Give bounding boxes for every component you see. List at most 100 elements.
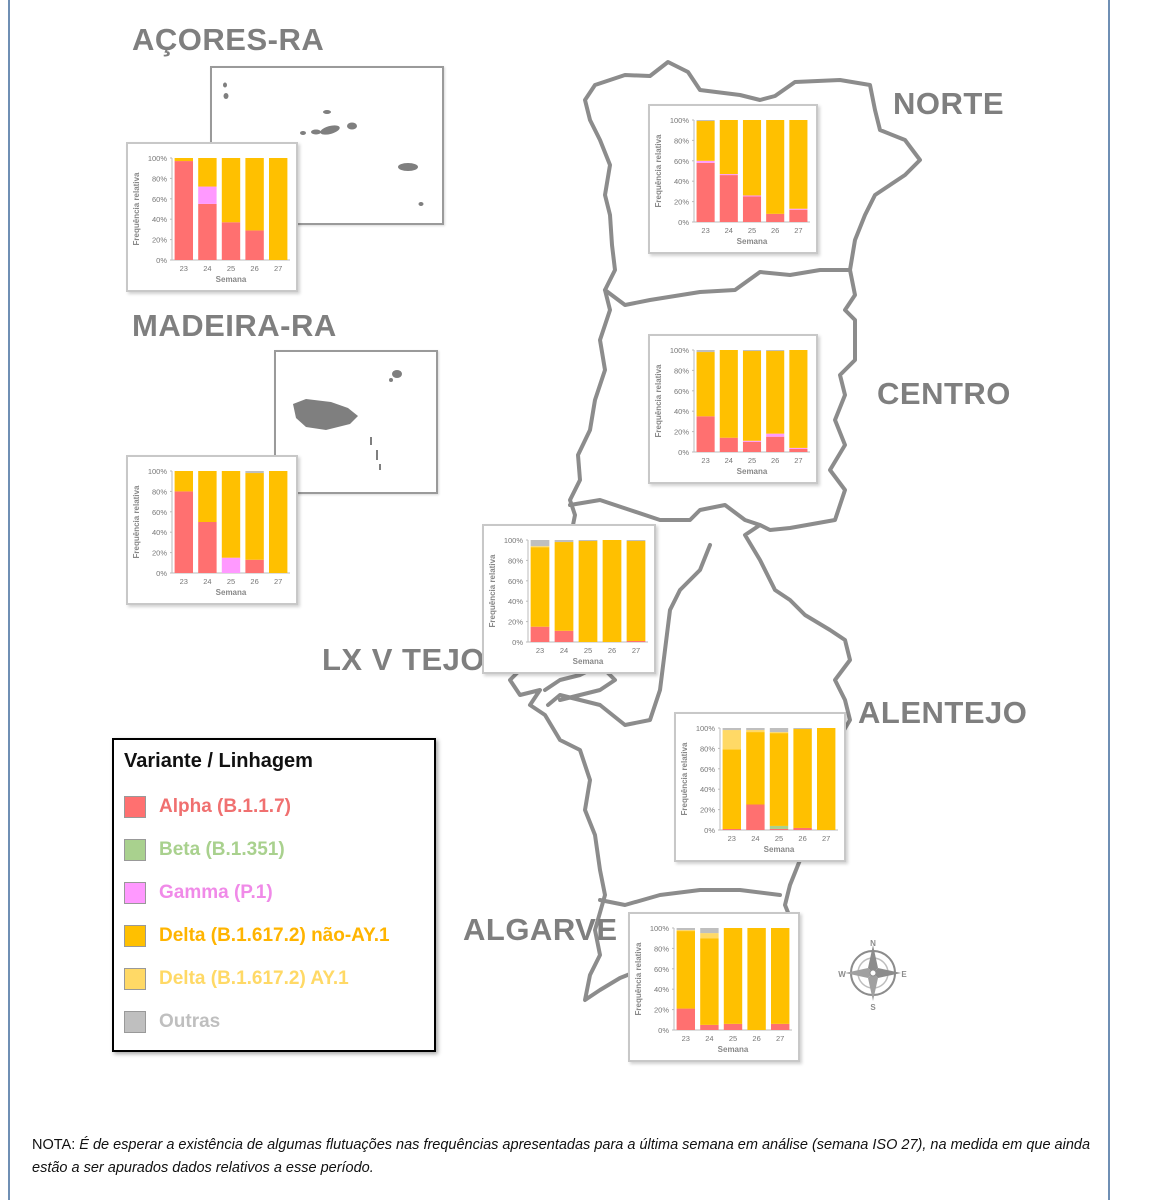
legend-swatch-beta xyxy=(124,839,146,861)
bar-segment-outras xyxy=(766,350,785,352)
bar-segment-delta xyxy=(769,733,789,826)
x-tick-label: 27 xyxy=(822,834,830,843)
y-tick-label: 20% xyxy=(508,618,523,627)
y-axis-label: Frequência relativa xyxy=(654,364,663,437)
bar-segment-alpha xyxy=(198,522,217,573)
bar-segment-delta xyxy=(723,928,743,1024)
chart-lvt: Frequência relativa 0% 20% 40% 60% 80% 100% 23 2… xyxy=(482,524,656,674)
x-tick-label: 23 xyxy=(180,264,188,273)
y-tick-label: 100% xyxy=(650,924,670,933)
x-tick-label: 25 xyxy=(227,264,235,273)
bar-segment-ay1 xyxy=(722,730,742,750)
y-tick-label: 60% xyxy=(152,195,167,204)
chart-algarve: Frequência relativa 0% 20% 40% 60% 80% 100% 23 2… xyxy=(628,912,800,1062)
bar-segment-alpha xyxy=(789,448,808,452)
y-axis-label: Frequência relativa xyxy=(132,172,141,245)
y-tick-label: 100% xyxy=(670,346,690,355)
bar-segment-delta xyxy=(245,473,264,560)
y-axis-label: Frequência relativa xyxy=(488,554,497,627)
bar-segment-outras xyxy=(554,540,574,543)
bar-segment-alpha xyxy=(626,640,646,642)
legend-swatch-ay1 xyxy=(124,968,146,990)
x-axis-label: Semana xyxy=(718,1045,749,1054)
bar-segment-gamma xyxy=(696,160,715,163)
legend-swatch-delta xyxy=(124,925,146,947)
bar-segment-gamma xyxy=(198,186,217,204)
region-label-lvt: LX V TEJO xyxy=(322,642,485,677)
y-tick-label: 60% xyxy=(674,387,689,396)
bar-segment-alpha xyxy=(696,162,715,222)
y-tick-label: 80% xyxy=(700,744,715,753)
x-tick-label: 25 xyxy=(775,834,783,843)
x-tick-label: 26 xyxy=(752,1034,760,1043)
bar-segment-alpha xyxy=(719,437,738,452)
footnote-prefix: NOTA: xyxy=(32,1137,76,1153)
x-tick-label: 27 xyxy=(794,456,802,465)
legend-label-alpha: Alpha (B.1.1.7) xyxy=(159,796,291,817)
bar-segment-delta xyxy=(816,728,836,830)
region-label-acores: AÇORES-RA xyxy=(132,22,325,57)
bar-segment-ay1 xyxy=(530,546,550,548)
x-tick-label: 26 xyxy=(250,264,258,273)
y-tick-label: 40% xyxy=(152,528,167,537)
y-tick-label: 20% xyxy=(674,428,689,437)
x-tick-label: 23 xyxy=(682,1034,690,1043)
bar-segment-outras xyxy=(696,120,715,122)
y-tick-label: 0% xyxy=(658,1026,669,1035)
y-tick-label: 0% xyxy=(156,569,167,578)
chart-madeira: Frequência relativa 0% 20% 40% 60% 80% 100% 23 2… xyxy=(126,455,298,605)
chart-centro: Frequência relativa 0% 20% 40% 60% 80% 100% 23 2… xyxy=(648,334,818,484)
x-tick-label: 27 xyxy=(274,577,282,586)
bar-segment-delta xyxy=(626,541,646,641)
legend-title: Variante / Linhagem xyxy=(124,750,313,772)
bar-segment-alpha xyxy=(770,1023,790,1030)
bar-segment-gamma xyxy=(742,440,762,442)
y-tick-label: 40% xyxy=(508,597,523,606)
y-tick-label: 0% xyxy=(678,218,689,227)
x-tick-label: 26 xyxy=(771,456,779,465)
x-tick-label: 25 xyxy=(227,577,235,586)
bar-segment-delta xyxy=(554,542,574,631)
legend-item-outras: Outras xyxy=(124,1009,220,1035)
x-tick-label: 27 xyxy=(776,1034,784,1043)
x-tick-label: 25 xyxy=(729,1034,737,1043)
bar-segment-delta xyxy=(198,158,217,187)
bar-segment-delta xyxy=(221,471,241,558)
bar-segment-outras xyxy=(742,350,762,352)
legend-box: Variante / Linhagem Alpha (B.1.1.7) Beta… xyxy=(112,738,436,1052)
compass-s: S xyxy=(870,1003,876,1012)
bar-segment-gamma xyxy=(766,433,785,437)
bar-segment-delta xyxy=(696,352,715,417)
x-tick-label: 27 xyxy=(274,264,282,273)
y-tick-label: 80% xyxy=(654,944,669,953)
chart-svg: Frequência relativa 0% 20% 40% 60% 80% 100% 23 2… xyxy=(654,116,810,246)
region-label-norte: NORTE xyxy=(893,86,1004,121)
page-frame-right xyxy=(1108,0,1110,1200)
y-tick-label: 40% xyxy=(700,785,715,794)
bar-segment-alpha xyxy=(746,804,765,830)
legend-label-gamma: Gamma (P.1) xyxy=(159,882,273,903)
mainland-outline xyxy=(508,60,922,1002)
bar-segment-ay1 xyxy=(700,933,719,939)
x-tick-label: 24 xyxy=(725,456,733,465)
legend-label-outras: Outras xyxy=(159,1011,221,1032)
y-tick-label: 60% xyxy=(700,765,715,774)
bar-segment-delta xyxy=(602,540,622,642)
legend-label-ay1: Delta (B.1.617.2) AY.1 xyxy=(159,968,349,989)
x-tick-label: 27 xyxy=(632,646,640,655)
chart-svg: Frequência relativa 0% 20% 40% 60% 80% 100% 23 2… xyxy=(488,536,648,666)
bar-segment-gamma xyxy=(221,557,241,573)
x-tick-label: 25 xyxy=(748,456,756,465)
x-tick-label: 23 xyxy=(728,834,736,843)
y-tick-label: 0% xyxy=(678,448,689,457)
y-tick-label: 40% xyxy=(674,177,689,186)
y-tick-label: 100% xyxy=(504,536,524,545)
y-tick-label: 20% xyxy=(152,549,167,558)
legend-label-delta: Delta (B.1.617.2) não-AY.1 xyxy=(159,925,390,946)
bar-segment-delta xyxy=(719,350,738,438)
x-tick-label: 24 xyxy=(725,226,733,235)
x-tick-label: 27 xyxy=(794,226,802,235)
x-axis-label: Semana xyxy=(216,588,247,597)
bar-segment-delta xyxy=(245,158,264,231)
